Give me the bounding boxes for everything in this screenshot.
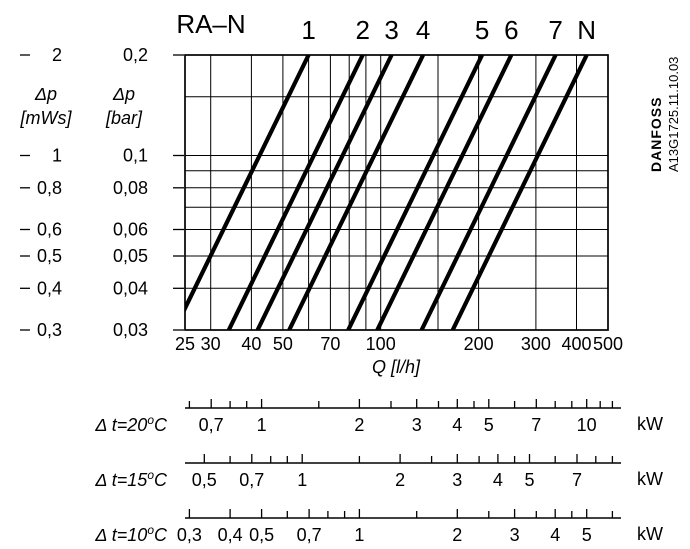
kw-value-2: 2	[395, 470, 405, 490]
kw-value-1: 1	[354, 525, 364, 545]
dp-mws-unit: [mWs]	[20, 108, 73, 128]
kw-value-0,5: 0,5	[249, 525, 274, 545]
kw-value-5: 5	[524, 470, 534, 490]
presetting-line-5	[346, 55, 484, 330]
q-value-300: 300	[521, 334, 551, 354]
scale-title-dt15: Δ t=15oC	[94, 468, 168, 490]
document-code: A13G1725.11.10.03	[666, 57, 681, 172]
presetting-label-7: 7	[548, 15, 562, 45]
presetting-label-3: 3	[384, 15, 398, 45]
plot-border	[184, 54, 609, 331]
presetting-line-4	[287, 55, 425, 330]
heat-scale-dt10: 0,3 0,4 0,5 0,7 1 2 3 4 5 Δ t=10oC kW	[94, 509, 663, 545]
kw-value-4: 4	[452, 415, 462, 435]
presetting-line-7	[419, 55, 558, 330]
bar-value-0,08: 0,08	[113, 178, 148, 198]
mws-value-0,5: 0,5	[37, 246, 62, 266]
dp-bar-unit: [bar]	[105, 108, 143, 128]
presetting-label-5: 5	[475, 15, 489, 45]
mws-value-0,6: 0,6	[37, 220, 62, 240]
q-value-40: 40	[241, 334, 261, 354]
mws-value-0,8: 0,8	[37, 178, 62, 198]
kw-value-1: 1	[297, 470, 307, 490]
valve-series-title: RA–N	[176, 9, 245, 39]
mws-value-1: 1	[52, 146, 62, 166]
kw-value-3: 3	[412, 415, 422, 435]
kw-value-0,5: 0,5	[192, 470, 217, 490]
q-axis-title: Q [l/h]	[372, 357, 421, 377]
presetting-line-N	[450, 55, 589, 330]
presetting-line-1	[185, 55, 311, 314]
kw-value-4: 4	[493, 470, 503, 490]
kw-value-0,3: 0,3	[177, 525, 202, 545]
q-value-100: 100	[366, 334, 396, 354]
q-value-400: 400	[561, 334, 591, 354]
kw-value-7: 7	[572, 470, 582, 490]
bar-value-0,06: 0,06	[113, 220, 148, 240]
q-value-30: 30	[201, 334, 221, 354]
q-value-200: 200	[464, 334, 494, 354]
kw-value-0,7: 0,7	[297, 525, 322, 545]
kw-value-5: 5	[582, 525, 592, 545]
bar-value-0,05: 0,05	[113, 246, 148, 266]
presetting-line-2	[226, 55, 365, 330]
kw-value-1: 1	[257, 415, 267, 435]
kw-unit: kW	[637, 524, 663, 544]
kw-value-4: 4	[550, 525, 560, 545]
bar-value-0,03: 0,03	[113, 320, 148, 340]
dp-mws-symbol: Δp	[34, 84, 57, 104]
presetting-label-1: 1	[301, 15, 315, 45]
presetting-label-N: N	[577, 15, 596, 45]
presetting-line-6	[375, 55, 514, 330]
danfoss-logo-text: DANFOSS	[648, 97, 664, 172]
q-value-25: 25	[175, 334, 195, 354]
axis-dp-mws: Δp [mWs] 2 1 0,8 0,6 0,5 0,4 0,3	[20, 45, 73, 340]
bar-value-0,2: 0,2	[123, 45, 148, 65]
q-value-50: 50	[273, 334, 293, 354]
presetting-label-6: 6	[504, 15, 518, 45]
mws-value-0,4: 0,4	[37, 278, 62, 298]
axis-q-ticklabels: 25 30 40 50 70 100 200 300 400 500	[175, 334, 623, 354]
kw-value-2: 2	[452, 525, 462, 545]
scale-title-dt10: Δ t=10oC	[94, 523, 168, 545]
bar-value-0,04: 0,04	[113, 278, 148, 298]
mws-value-2: 2	[52, 45, 62, 65]
kw-unit: kW	[637, 414, 663, 434]
heat-scale-dt15: 0,5 0,7 1 2 3 4 5 7 Δ t=15oC kW	[94, 454, 663, 490]
kw-unit: kW	[637, 469, 663, 489]
dp-bar-symbol: Δp	[112, 84, 135, 104]
heat-scale-dt20: 0,7 1 2 3 4 5 7 10 Δ t=20oC kW	[94, 399, 663, 435]
mws-value-0,3: 0,3	[37, 320, 62, 340]
bar-value-0,1: 0,1	[123, 146, 148, 166]
q-value-500: 500	[593, 334, 623, 354]
kw-value-0,7: 0,7	[239, 470, 264, 490]
brand-block: DANFOSS A13G1725.11.10.03	[648, 57, 681, 172]
scale-title-dt20: Δ t=20oC	[94, 413, 168, 435]
kw-value-0,4: 0,4	[218, 525, 243, 545]
presetting-curves	[185, 55, 589, 330]
kw-value-3: 3	[452, 470, 462, 490]
kw-value-7: 7	[531, 415, 541, 435]
heat-output-scales: 0,7 1 2 3 4 5 7 10 Δ t=20oC kW 0,5 0,7 1 2 3 4 5 7 Δ t=15o…	[94, 399, 663, 545]
kw-value-0,7: 0,7	[199, 415, 224, 435]
kw-value-3: 3	[510, 525, 520, 545]
kw-value-5: 5	[484, 415, 494, 435]
axis-dp-bar: Δp [bar] 0,2 0,1 0,08 0,06 0,05 0,04 0,03	[105, 45, 184, 340]
presetting-line-3	[255, 55, 394, 330]
q-value-70: 70	[320, 334, 340, 354]
presetting-label-2: 2	[355, 15, 369, 45]
kw-value-2: 2	[354, 415, 364, 435]
kw-value-10: 10	[577, 415, 597, 435]
presetting-label-4: 4	[416, 15, 430, 45]
